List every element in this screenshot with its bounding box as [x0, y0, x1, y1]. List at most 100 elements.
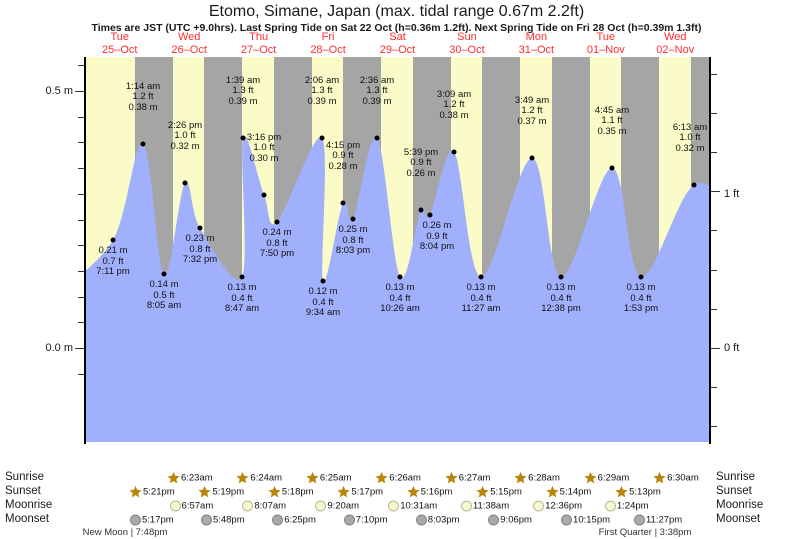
sunset-event-time: 5:19pm	[212, 486, 245, 498]
sunset-event-4: 5:17pm	[337, 485, 384, 499]
tide-label-line: 0.13 m	[546, 282, 576, 293]
moonrise-event-time: 10:31am	[400, 500, 438, 512]
tide-label-line: 0.4 ft	[389, 292, 411, 304]
sunrise-event-8: 6:30am	[653, 471, 699, 485]
sunrise-event-time: 6:25am	[319, 472, 352, 484]
tick-right	[711, 269, 717, 271]
moonset-icon	[272, 514, 284, 526]
day-header-date: 02–Nov	[656, 43, 695, 56]
tide-extreme-label: 0.23 m 0.8 ft 7:32 pm	[182, 233, 218, 266]
tide-label-line: 0.7 ft	[102, 255, 124, 267]
tide-extreme-marker	[240, 135, 246, 141]
sunset-event-8: 5:13pm	[615, 485, 661, 499]
sunrise-event-time: 6:29am	[597, 472, 630, 484]
moonset-icon	[130, 514, 141, 526]
tick-right	[711, 308, 717, 310]
almanac-row-label-moonset-right: Moonset	[716, 513, 761, 525]
sunrise-event-2: 6:24am	[236, 471, 283, 485]
tide-extreme-marker	[609, 165, 615, 171]
tide-extreme-marker	[320, 278, 326, 284]
tide-label-line: 2:26 pm	[167, 119, 203, 131]
day-header-date: 26–Oct	[171, 43, 207, 56]
tide-plot	[85, 57, 710, 442]
moonset-icon	[633, 514, 645, 526]
sunset-event-5: 5:16pm	[407, 485, 452, 499]
tide-extreme-marker	[319, 135, 325, 141]
day-header-dow: Sun	[457, 31, 477, 43]
star-icon	[615, 485, 628, 498]
star-icon	[129, 485, 142, 498]
moonrise-event-3: 9:20am	[315, 500, 360, 512]
moonrise-event-time: 9:20am	[327, 500, 360, 512]
tide-label-line: 0.38 m	[128, 101, 158, 113]
tide-label-line: 9:34 am	[305, 307, 341, 318]
tide-extreme-marker	[239, 274, 245, 280]
sunrise-event-4: 6:26am	[375, 471, 421, 485]
tide-label-line: 0.9 ft	[410, 157, 432, 168]
moonrise-icon	[242, 500, 254, 512]
moonset-event-time: 11:27pm	[645, 514, 683, 526]
tide-label-line: 1.0 ft	[253, 142, 275, 153]
sunset-event-time: 5:13pm	[629, 486, 661, 498]
sunset-event-time: 5:17pm	[351, 486, 384, 498]
tide-label-line: 1:14 am	[125, 80, 161, 92]
tide-label-line: 2:36 am	[359, 74, 395, 86]
sunset-event-3: 5:18pm	[268, 485, 314, 499]
sunset-event-1: 5:21pm	[129, 485, 175, 499]
moonrise-icon	[533, 500, 545, 512]
tide-label-line: 1.3 ft	[366, 85, 388, 96]
star-icon	[167, 471, 180, 484]
tide-extreme-marker	[451, 149, 457, 155]
moonset-event-time: 9:06pm	[500, 514, 532, 526]
tide-label-line: 7:32 pm	[182, 254, 218, 265]
tide-label-line: 0.28 m	[328, 160, 358, 172]
tide-extreme-label: 0.14 m 0.5 ft 8:05 am	[146, 279, 182, 312]
day-header-date: 01–Nov	[586, 43, 625, 56]
tick-left	[78, 373, 84, 375]
tide-label-line: 0.9 ft	[332, 150, 354, 161]
star-icon	[236, 471, 249, 484]
tick-left	[78, 168, 84, 170]
tide-extreme-label: 0.13 m 0.4 ft 10:26 am	[380, 282, 420, 315]
sunset-event-7: 5:14pm	[546, 485, 591, 499]
moonset-event-1: 5:17pm	[130, 514, 174, 526]
tide-extreme-label: 6:13 am 1.0 ft 0.32 m	[673, 122, 707, 155]
tick-right	[711, 426, 717, 428]
tick-left	[75, 348, 84, 349]
moonset-event-7: 10:15pm	[561, 514, 610, 526]
tide-extreme-label: 0.25 m 0.8 ft 8:03 pm	[336, 224, 370, 257]
sunrise-event-time: 6:24am	[250, 472, 283, 484]
almanac-row-label-sunset-right: Sunset	[716, 485, 752, 497]
tide-label-line: 0.14 m	[149, 279, 179, 290]
moonset-event-time: 6:25pm	[284, 514, 316, 526]
moonset-icon	[343, 514, 355, 526]
tick-right	[711, 230, 717, 232]
tide-label-line: 1:39 am	[225, 74, 261, 86]
tide-extreme-label: 0.26 m 0.9 ft 8:04 pm	[420, 220, 454, 253]
day-header-5: Sat 29–Oct	[380, 31, 415, 56]
day-header-9: Wed 02–Nov	[656, 31, 694, 56]
tide-label-line: 0.9 ft	[426, 230, 448, 242]
tide-extreme-marker	[161, 271, 167, 277]
moonset-icon	[200, 514, 212, 526]
day-header-7: Mon 31–Oct	[519, 31, 554, 56]
star-icon	[375, 471, 388, 484]
tide-label-line: 5:39 pm	[403, 146, 439, 158]
tide-label-line: 0.4 ft	[312, 296, 334, 308]
tide-extreme-marker	[418, 207, 424, 213]
moonset-icon	[488, 514, 500, 526]
sunset-event-2: 5:19pm	[198, 485, 245, 499]
day-header-dow: Mon	[525, 31, 548, 43]
tide-label-line: 0.35 m	[597, 125, 627, 137]
tide-label-line: 1.2 ft	[443, 99, 465, 110]
tide-extreme-marker	[397, 274, 403, 280]
day-header-6: Sun 30–Oct	[449, 31, 484, 56]
day-header-dow: Fri	[321, 31, 335, 43]
tide-label-line: 1.1 ft	[601, 115, 623, 126]
day-header-8: Tue 01–Nov	[587, 31, 625, 56]
moonrise-event-time: 1:24pm	[616, 500, 649, 512]
moonrise-icon	[460, 500, 472, 512]
tide-label-line: 8:05 am	[146, 300, 182, 311]
sunrise-event-time: 6:27am	[458, 472, 491, 484]
tick-left	[75, 91, 84, 92]
